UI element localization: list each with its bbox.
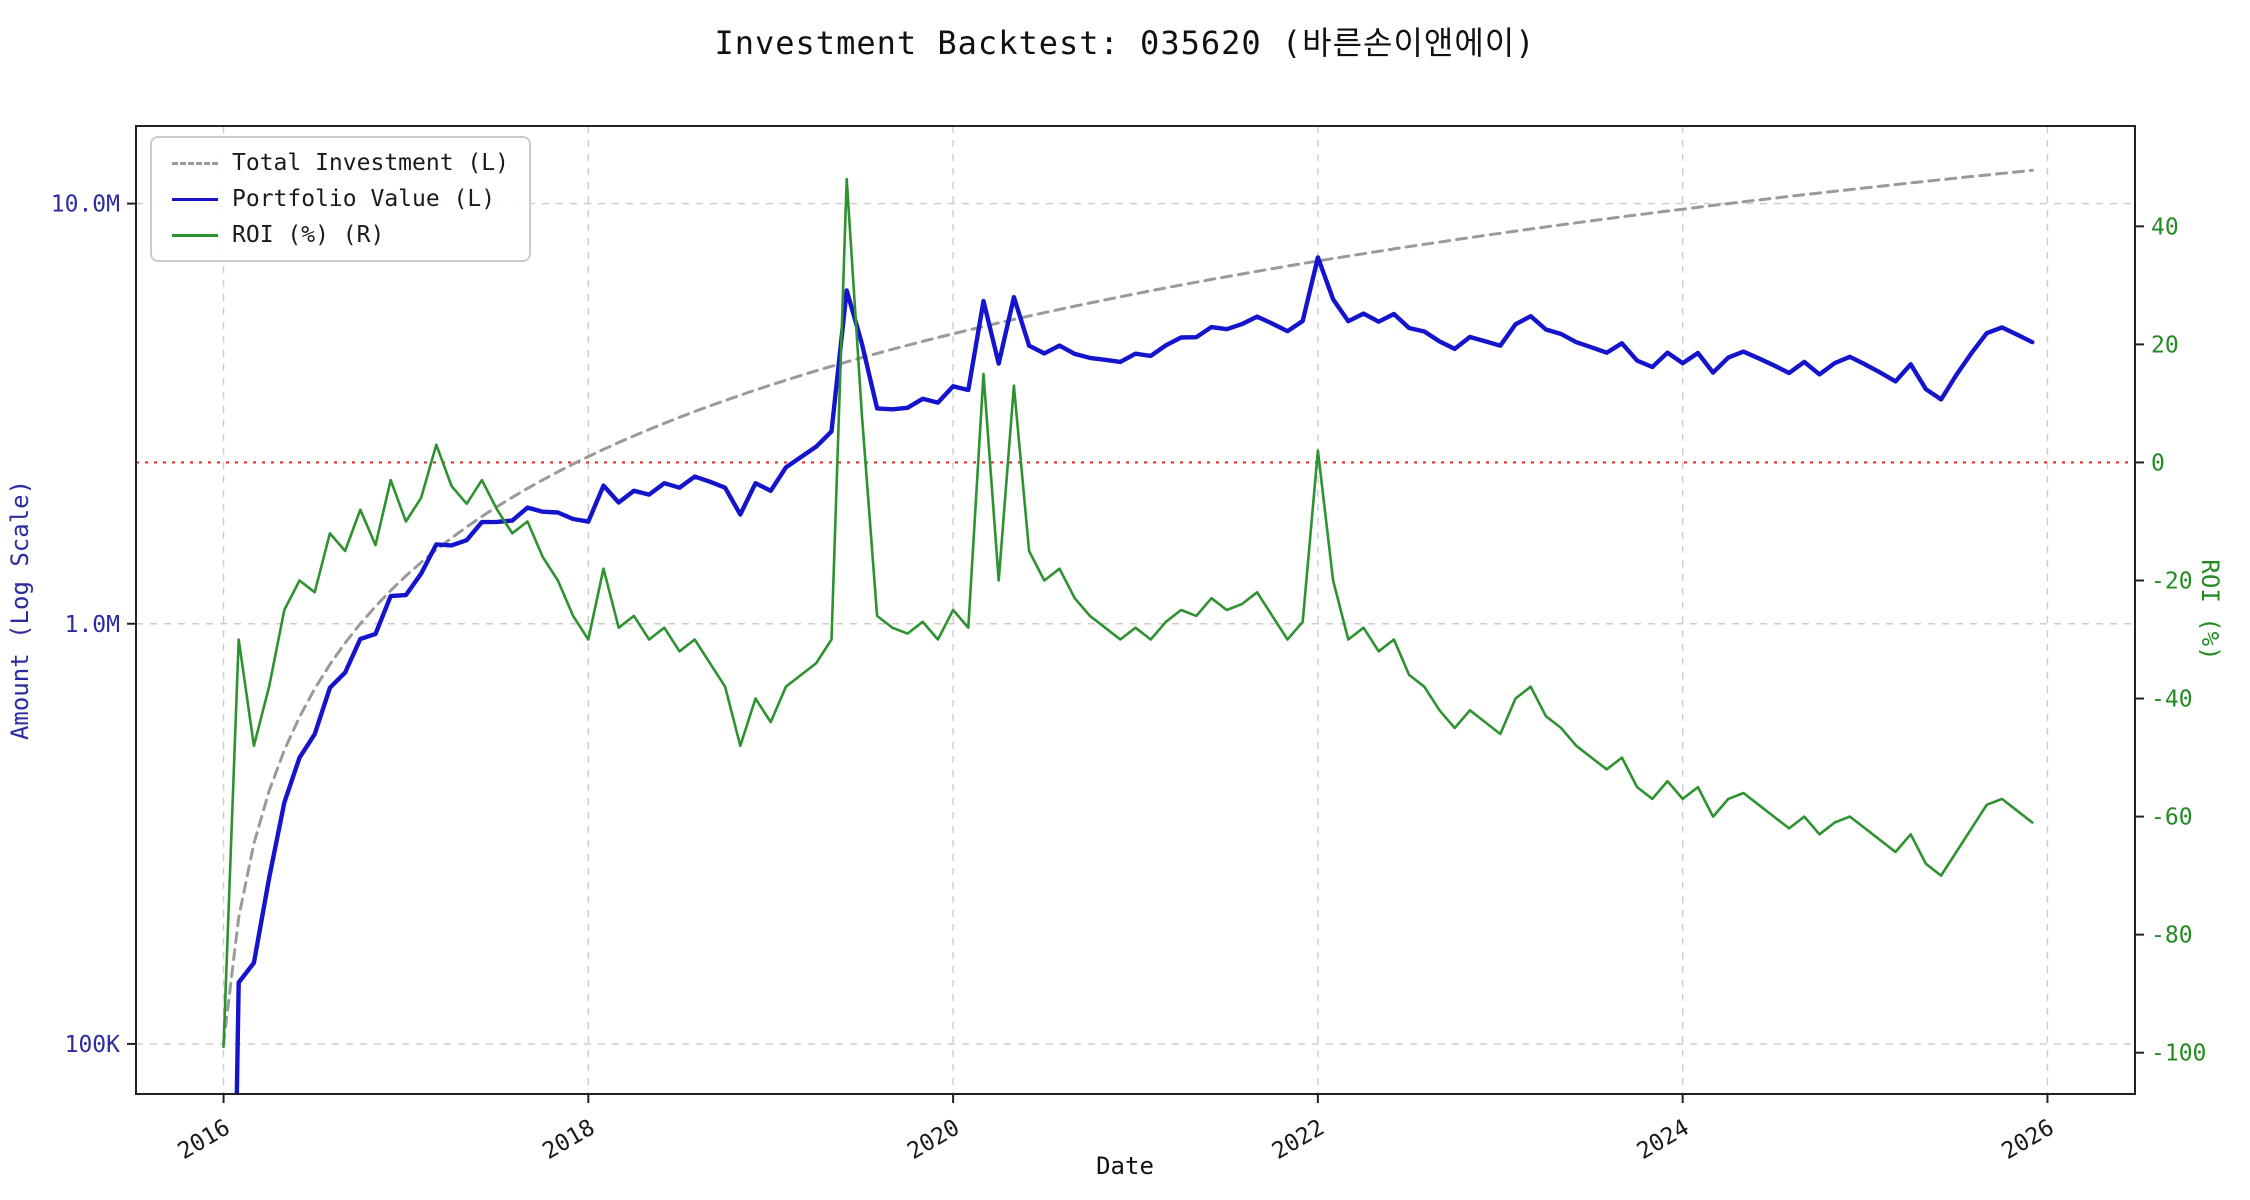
chart-title: Investment Backtest: 035620 (바른손이앤에이): [714, 24, 1536, 62]
roi-line: [222, 177, 2034, 1049]
right-tick-label: 0: [2151, 450, 2165, 476]
right-tick-label: -40: [2151, 687, 2193, 713]
solid-line-sample-blue: [172, 197, 218, 201]
legend-label: Portfolio Value (L): [232, 186, 496, 212]
legend-item-total-investment: Total Investment (L): [172, 150, 509, 176]
legend-item-roi: ROI (%) (R): [172, 222, 509, 248]
right-tick-label: -20: [2151, 568, 2193, 594]
total-investment-line: [222, 168, 2034, 1046]
left-tick-label: 1.0M: [65, 612, 120, 638]
right-tick-label: -80: [2151, 923, 2193, 949]
right-tick-label: -60: [2151, 805, 2193, 831]
solid-line-sample-green: [172, 233, 218, 237]
portfolio-value-line: [234, 255, 2035, 1094]
left-tick-label: 100K: [65, 1032, 121, 1058]
right-tick-label: 20: [2151, 332, 2179, 358]
plot-border: [135, 125, 2136, 1095]
legend-label: Total Investment (L): [232, 150, 509, 176]
left-tick-label: 10.0M: [51, 192, 120, 218]
right-tick-label: 40: [2151, 214, 2179, 240]
right-tick-label: -100: [2151, 1041, 2206, 1067]
left-axis-label: Amount (Log Scale): [6, 479, 34, 741]
right-axis-label: ROI (%): [2196, 559, 2224, 661]
legend: Total Investment (L) Portfolio Value (L)…: [150, 136, 531, 262]
dashed-line-sample: [172, 161, 218, 165]
legend-item-portfolio-value: Portfolio Value (L): [172, 186, 509, 212]
x-axis-label: Date: [1096, 1152, 1154, 1180]
legend-label: ROI (%) (R): [232, 222, 385, 248]
series-group: [222, 168, 2035, 1094]
